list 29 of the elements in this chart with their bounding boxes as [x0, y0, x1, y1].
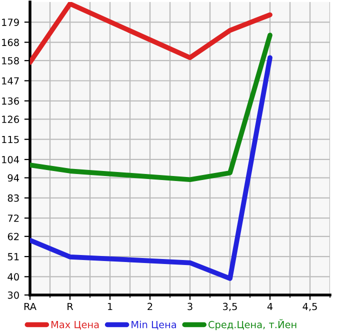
- line-series: [30, 2, 272, 65]
- y-tick-label: 62: [8, 232, 19, 240]
- line-series: [30, 55, 272, 281]
- x-tick-label: 4: [267, 302, 273, 310]
- y-tick-label: 94: [8, 174, 20, 182]
- y-tick-label: 158: [2, 57, 19, 64]
- y-tick-label: 126: [2, 116, 19, 124]
- y-tick-label: 40: [8, 273, 19, 281]
- y-tick-label: 30: [8, 291, 19, 299]
- x-tick-label: 1: [108, 302, 112, 310]
- legend-label: Сред.Цена, т.Йен: [208, 319, 296, 330]
- y-tick-label: 115: [2, 136, 19, 144]
- legend-label: Max Цена: [51, 321, 99, 330]
- x-tick-label: 2: [148, 302, 152, 310]
- x-tick-label: 4,5: [302, 302, 317, 312]
- y-tick-label: 83: [8, 194, 19, 202]
- y-tick-label: 168: [2, 38, 19, 46]
- y-tick-label: 136: [2, 97, 19, 105]
- x-tick-label: 3,5: [223, 302, 237, 312]
- line-series: [30, 32, 272, 182]
- y-tick-label: 51: [8, 253, 19, 260]
- legend-label: Min Цена: [132, 320, 176, 330]
- x-tick-label: R: [68, 302, 74, 310]
- x-tick-label: RA: [24, 302, 36, 310]
- x-tick-label: 3: [188, 302, 192, 310]
- y-tick-label: 72: [8, 214, 19, 222]
- y-tick-label: 104: [2, 156, 20, 164]
- y-tick-label: 147: [2, 77, 19, 84]
- y-tick-label: 179: [2, 18, 19, 26]
